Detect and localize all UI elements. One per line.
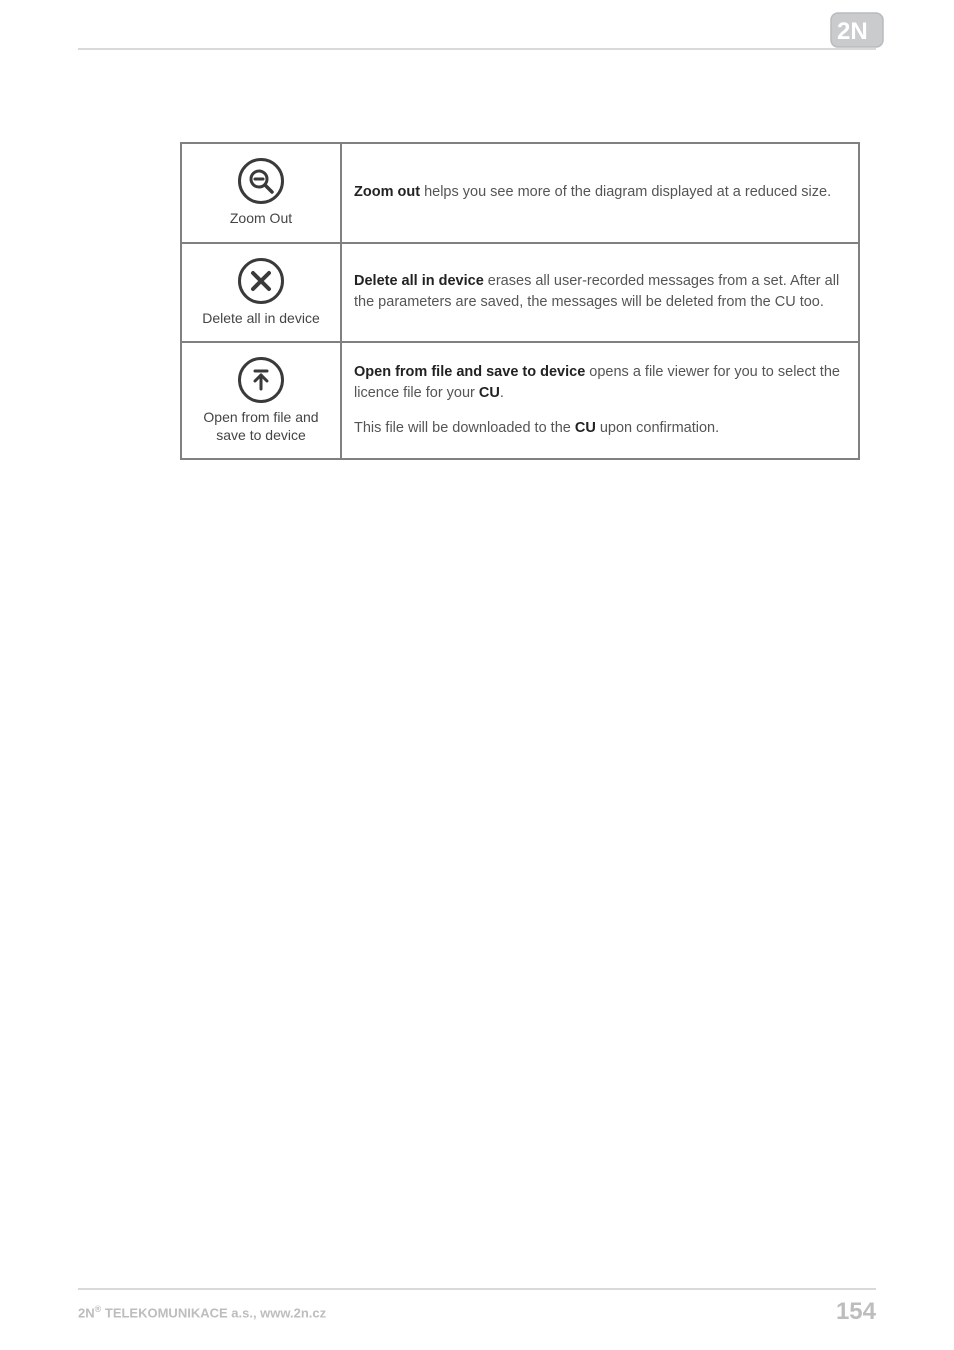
- icon-caption: Open from file and save to device: [194, 409, 328, 444]
- icon-cell: Open from file and save to device: [181, 342, 341, 459]
- icon-cell: Delete all in device: [181, 243, 341, 343]
- footer-rule: [78, 1288, 876, 1290]
- table-row: Open from file and save to device Open f…: [181, 342, 859, 459]
- logo-text: 2N: [837, 18, 868, 45]
- brand-logo: 2N: [830, 12, 884, 53]
- footer-rest: TELEKOMUNIKACE a.s., www.2n.cz: [101, 1305, 326, 1320]
- open-save-icon: [238, 357, 284, 403]
- zoom-out-icon: [238, 158, 284, 204]
- feature-table: Zoom Out Zoom out helps you see more of …: [180, 142, 860, 460]
- desc-cell: Delete all in device erases all user-rec…: [341, 243, 859, 343]
- header-rule: [78, 48, 876, 50]
- page-number: 154: [836, 1298, 876, 1326]
- desc-cell: Open from file and save to device opens …: [341, 342, 859, 459]
- footer-left: 2N® TELEKOMUNIKACE a.s., www.2n.cz: [78, 1304, 326, 1320]
- table-row: Delete all in device Delete all in devic…: [181, 243, 859, 343]
- desc-cell: Zoom out helps you see more of the diagr…: [341, 143, 859, 243]
- icon-cell: Zoom Out: [181, 143, 341, 243]
- delete-all-icon: [238, 258, 284, 304]
- table-row: Zoom Out Zoom out helps you see more of …: [181, 143, 859, 243]
- footer-prefix: 2N: [78, 1305, 95, 1320]
- icon-caption: Delete all in device: [194, 310, 328, 328]
- icon-caption: Zoom Out: [194, 210, 328, 228]
